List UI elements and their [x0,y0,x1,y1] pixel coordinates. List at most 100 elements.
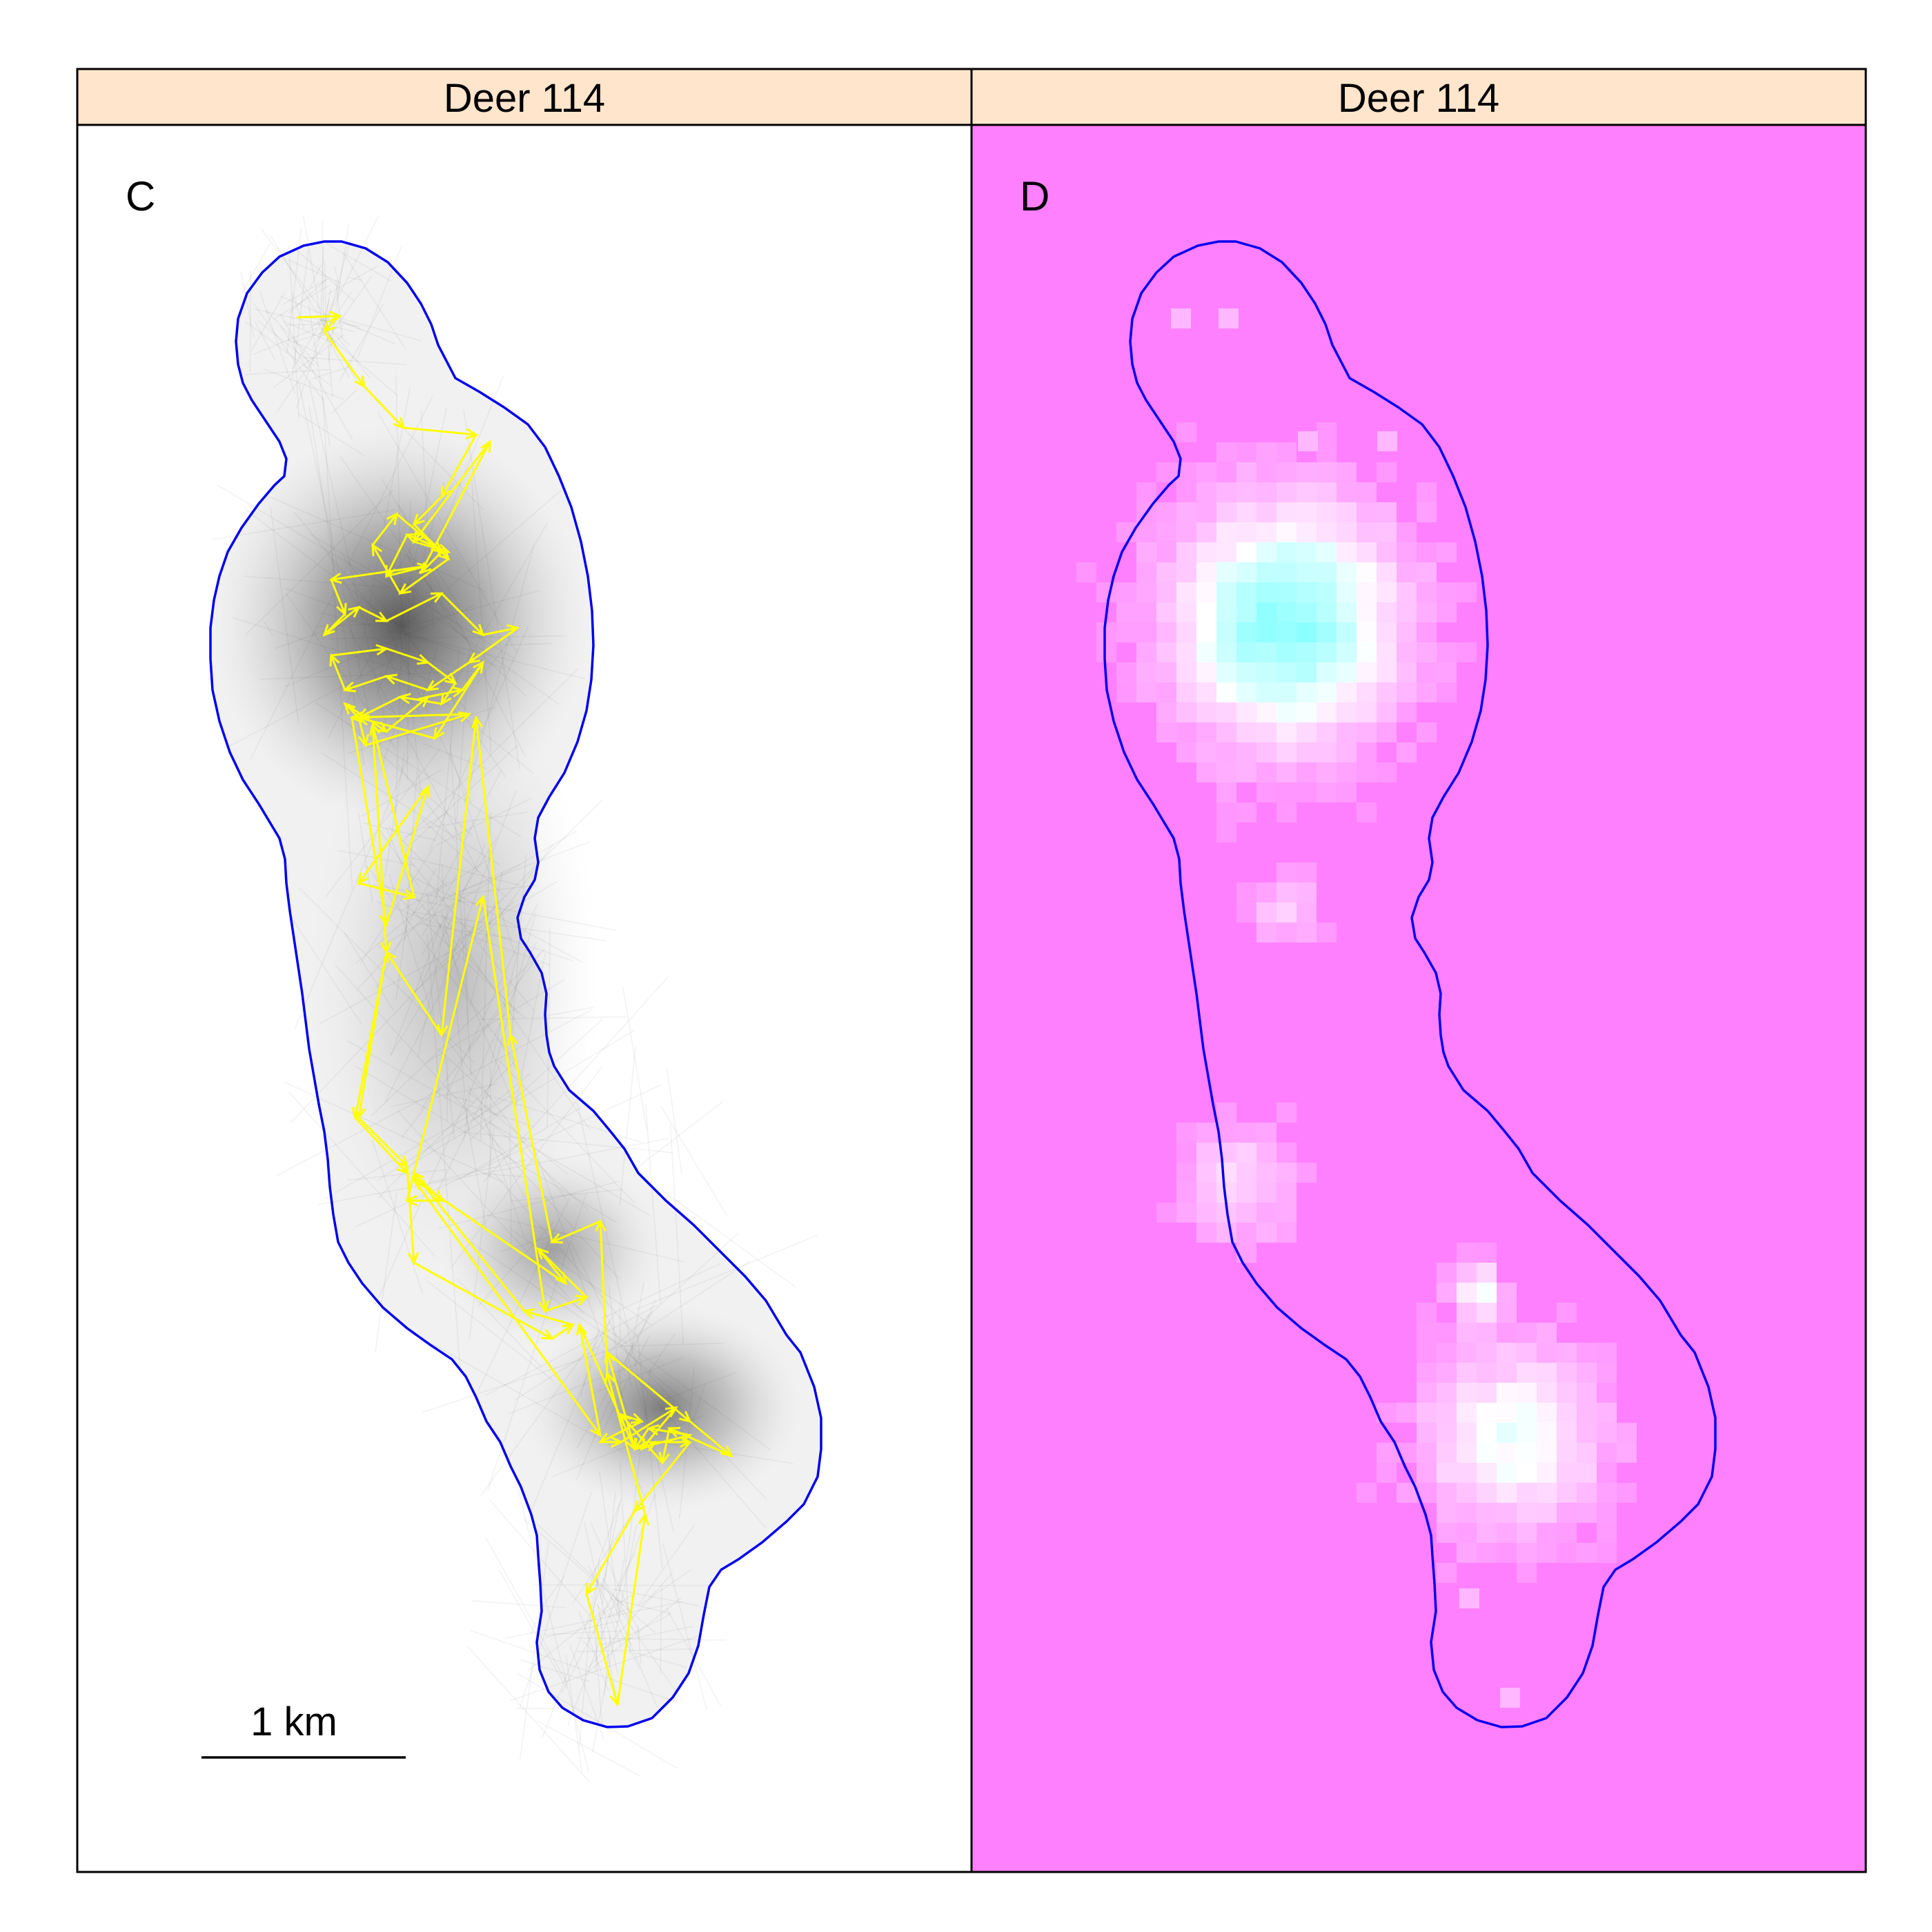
simulated-path-segment [418,923,513,940]
track-segment [413,1172,526,1312]
density-cell [1417,1383,1437,1403]
density-cell [1136,482,1156,502]
simulated-path-segment [464,545,535,805]
simulated-path-segment [430,1342,624,1453]
simulated-path-segment [394,624,403,827]
simulated-path-segment [498,1568,568,1689]
simulated-path-segment [308,316,327,329]
simulated-path-segment [537,1720,640,1777]
simulated-path-segment [422,874,457,936]
density-cell [1297,662,1317,682]
simulated-path-segment [592,1524,638,1752]
density-cell [1156,582,1176,602]
density-cell [1537,1363,1557,1383]
simulated-path-segment [442,916,573,962]
simulated-path-segment [344,933,395,1012]
density-cell [1357,502,1377,522]
density-cell [1156,542,1176,562]
density-cell [1196,722,1216,742]
simulated-path-segment [390,991,431,1056]
density-cell [1196,522,1216,542]
density-cell [1517,1423,1537,1443]
simulated-path-segment [662,1543,708,1711]
simulated-path-segment [530,1621,536,1635]
density-cell [1437,1283,1457,1303]
density-cell [1216,782,1236,802]
track-segment [661,1428,671,1463]
density-cell [1517,1403,1537,1423]
density-cell [1337,542,1357,562]
track-segment [351,717,388,925]
density-cell [1357,1483,1377,1503]
density-cell [1337,582,1357,602]
density-cell [1417,542,1437,562]
simulated-path-segment [669,1124,684,1345]
density-cell [1417,722,1437,742]
density-cell [1256,702,1276,722]
density-cell [1196,742,1216,762]
density-cell [1276,522,1297,542]
track-segment [363,385,405,429]
density-cell [1437,582,1457,602]
density-cell [1297,582,1317,602]
density-cell [1377,682,1397,702]
density-cell [1297,762,1317,782]
simulated-path-segment [602,1613,671,1650]
density-cell [1437,662,1457,682]
density-cell [1497,1363,1517,1383]
density-cell [1377,702,1397,722]
density-cell [1337,682,1357,702]
density-cell [1417,682,1437,702]
simulated-path-segment [626,1369,651,1562]
density-cell [1276,602,1297,622]
simulated-path-segment [334,266,340,286]
density-cell [1216,502,1236,522]
simulated-path-segment [426,896,455,1139]
density-cell [1317,542,1337,562]
density-cell [1437,1343,1457,1363]
simulated-path-segment [420,1091,433,1111]
density-cell [1317,582,1337,602]
density-cell [1437,1363,1457,1383]
density-cell [1276,782,1297,802]
simulated-path-segment [667,1068,682,1175]
simulated-path-segment [384,907,484,1103]
density-cell [1457,1483,1477,1503]
track-segment [440,434,477,497]
density-cell [1176,722,1196,742]
simulated-path-segment [469,1105,535,1127]
density-cell [1236,502,1256,522]
density-cell [1437,1523,1457,1543]
simulated-path-segment [293,324,344,343]
density-cell [1156,642,1176,662]
density-cell [1477,1243,1497,1263]
simulated-path-segment [431,770,502,905]
density-cell [1236,602,1256,622]
simulated-path-segment [400,536,458,633]
density-cell [1216,682,1236,702]
density-cell [1176,1143,1196,1163]
density-cell [1577,1463,1597,1483]
track-segment [357,1116,408,1167]
density-cell [1537,1403,1557,1423]
simulated-path-segment [355,902,437,992]
density-cell [1219,308,1239,328]
simulated-path-segment [636,1234,818,1310]
simulated-path-segment [577,1637,727,1641]
simulated-path-segment [444,799,603,956]
simulated-path-segment [486,1193,587,1491]
density-cell [1176,1203,1196,1223]
density-cell [1236,1203,1256,1223]
simulated-path-segment [425,979,565,1064]
density-cell [1459,1588,1479,1608]
density-cell [1597,1363,1617,1383]
density-cell [1577,1543,1597,1563]
density-cell [1116,602,1136,622]
density-cell [1417,1363,1437,1383]
density-cell [1156,682,1176,702]
simulated-path-segment [244,508,399,627]
simulated-path-segment [339,304,384,382]
simulated-path-segment [308,406,365,765]
simulated-path-segment [323,288,331,331]
density-cell [1276,883,1297,903]
